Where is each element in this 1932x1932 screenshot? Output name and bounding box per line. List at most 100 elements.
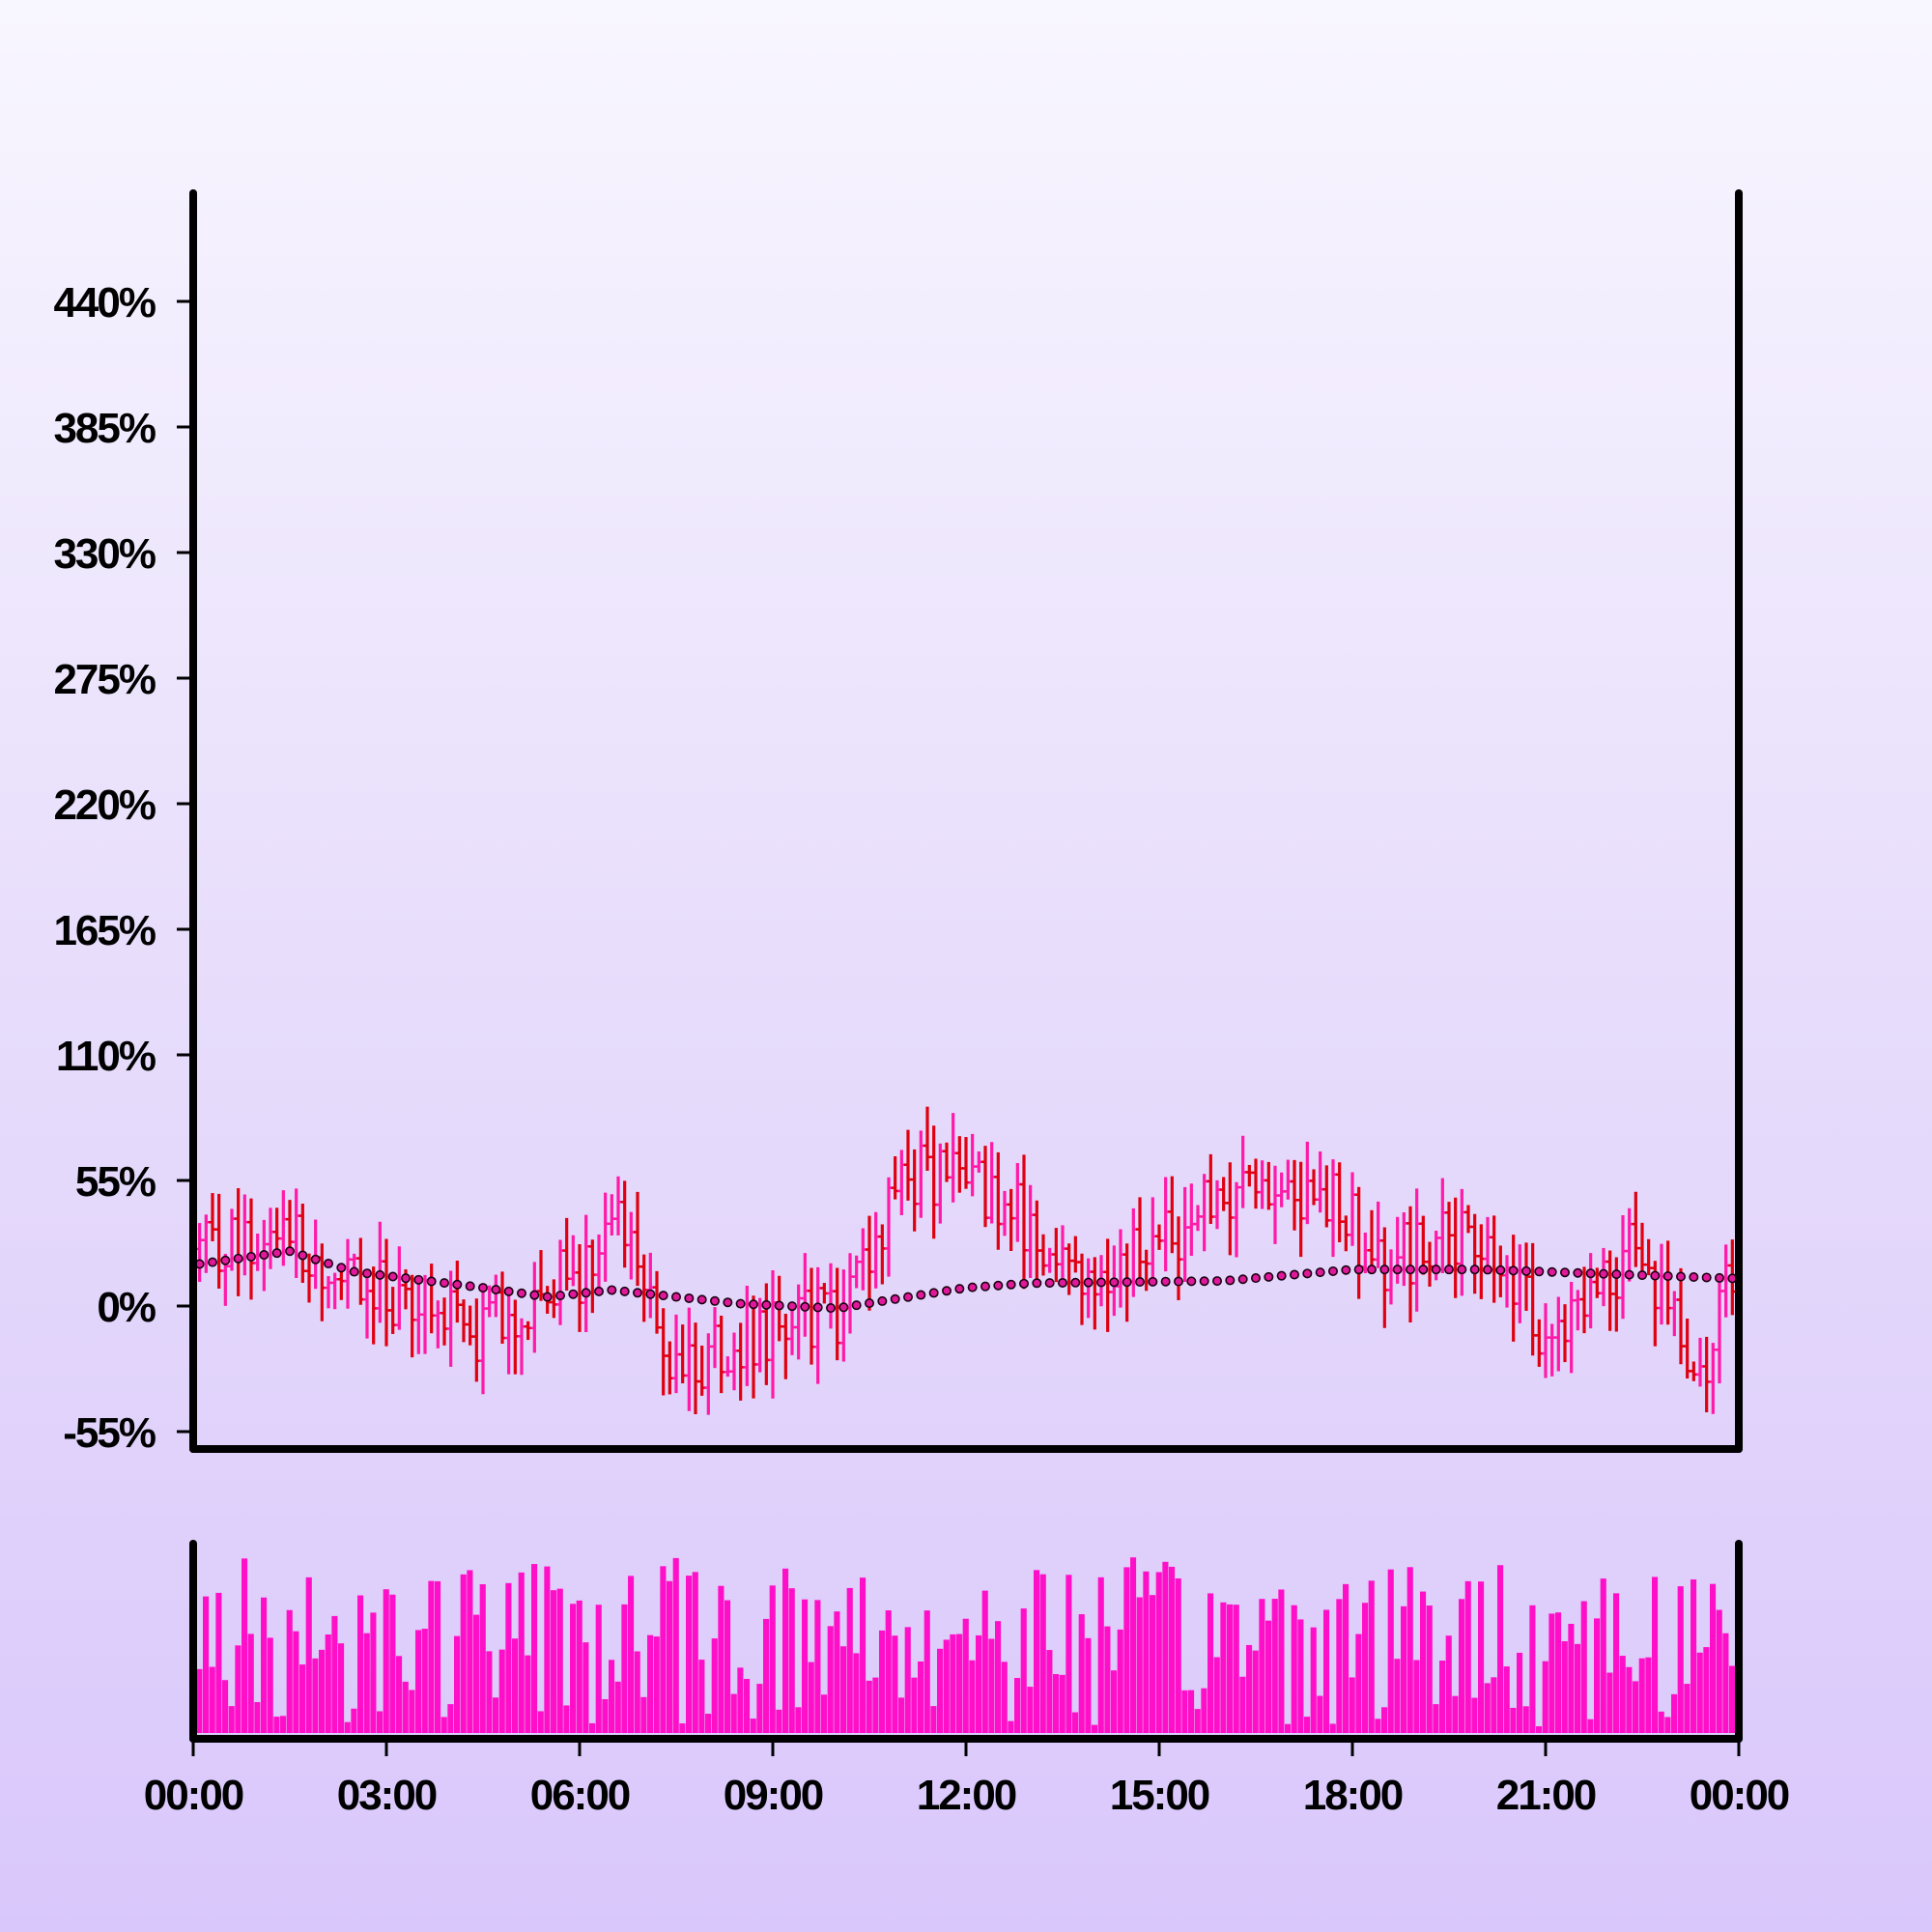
candle	[388, 1287, 397, 1334]
volume-bar	[1150, 1595, 1156, 1733]
moving-average-point	[1469, 1264, 1480, 1275]
candle	[1716, 1277, 1723, 1384]
moving-average-point	[1290, 1269, 1300, 1280]
candle	[1528, 1242, 1537, 1356]
moving-average-point	[1251, 1273, 1262, 1284]
candle	[1020, 1154, 1028, 1290]
volume-bar	[1690, 1579, 1697, 1733]
y-tick-label: 330%	[53, 530, 155, 578]
moving-average-point	[220, 1255, 231, 1265]
volume-bar	[518, 1572, 525, 1733]
volume-bar	[1155, 1572, 1162, 1733]
moving-average-point	[645, 1289, 656, 1299]
moving-average-point	[477, 1283, 488, 1293]
volume-bar	[563, 1705, 570, 1733]
volume-bar	[1722, 1633, 1729, 1733]
moving-average-point	[1457, 1264, 1467, 1275]
moving-average-point	[735, 1298, 746, 1309]
volume-bar	[370, 1612, 377, 1733]
candle	[1296, 1161, 1305, 1258]
volume-bar	[1452, 1695, 1459, 1733]
volume-bar	[1652, 1577, 1659, 1733]
moving-average-point	[246, 1251, 257, 1262]
candle	[1426, 1241, 1434, 1287]
volume-bar	[1555, 1612, 1562, 1733]
moving-average-point	[1237, 1274, 1248, 1285]
candle	[1438, 1178, 1447, 1273]
candle	[968, 1133, 977, 1197]
moving-average-point	[1148, 1276, 1158, 1287]
candle	[653, 1270, 661, 1334]
volume-bar	[1426, 1605, 1433, 1733]
y-tick-label: 440%	[53, 279, 155, 327]
moving-average-point	[607, 1285, 617, 1295]
volume-bar	[247, 1634, 254, 1733]
volume-bar	[711, 1638, 718, 1733]
candle	[1580, 1266, 1588, 1334]
candle	[1245, 1164, 1254, 1187]
volume-bar	[1169, 1566, 1176, 1733]
volume-bar	[421, 1629, 428, 1733]
volume-bar	[1420, 1591, 1427, 1733]
volume-bar	[1213, 1657, 1220, 1733]
volume-bar	[357, 1595, 364, 1733]
candle	[949, 1113, 957, 1203]
volume-bar	[1729, 1665, 1736, 1733]
candle	[717, 1316, 725, 1394]
y-tick-label: 275%	[53, 656, 155, 703]
volume-bar	[776, 1709, 782, 1733]
volume-bar	[383, 1589, 389, 1733]
volume-bar	[1381, 1707, 1388, 1733]
volume-bar	[293, 1631, 299, 1733]
volume-bar	[299, 1664, 306, 1733]
candle	[885, 1177, 893, 1277]
volume-bar	[1491, 1677, 1497, 1733]
candle	[639, 1254, 648, 1322]
candle	[460, 1299, 468, 1343]
candle	[627, 1211, 636, 1280]
candle	[794, 1284, 803, 1360]
moving-average-point	[1315, 1267, 1325, 1278]
volume-bar	[860, 1577, 867, 1733]
volume-bar	[1336, 1599, 1343, 1733]
volume-bar	[273, 1717, 280, 1733]
candle	[1007, 1188, 1015, 1252]
y-tick-label: 55%	[75, 1158, 156, 1206]
candle	[724, 1356, 732, 1378]
volume-bar	[1053, 1674, 1060, 1733]
candle	[1567, 1281, 1576, 1374]
volume-bar	[1220, 1602, 1227, 1733]
volume-bar	[1085, 1637, 1092, 1733]
volume-bar	[389, 1594, 396, 1733]
moving-average-point	[1096, 1277, 1107, 1288]
volume-bar	[640, 1696, 647, 1733]
y-tick-label: 385%	[53, 405, 155, 452]
volume-bar	[609, 1660, 615, 1733]
candle	[1136, 1197, 1144, 1281]
candle	[808, 1267, 815, 1365]
moving-average-point	[1431, 1264, 1441, 1275]
candle	[1374, 1201, 1382, 1268]
volume-bar	[923, 1610, 930, 1733]
volume-bar	[995, 1621, 1002, 1733]
volume-bar	[943, 1639, 950, 1733]
volume-bar	[460, 1574, 467, 1733]
volume-bar	[1619, 1656, 1626, 1733]
candle	[1658, 1243, 1665, 1325]
moving-average-point	[503, 1286, 514, 1296]
candle	[1149, 1197, 1157, 1280]
volume-bar	[396, 1656, 403, 1733]
volume-bar	[1092, 1724, 1098, 1733]
volume-bar	[525, 1655, 531, 1733]
volume-bar	[1587, 1719, 1594, 1733]
candle	[1490, 1215, 1498, 1303]
volume-bar	[1117, 1629, 1123, 1733]
volume-bar	[930, 1706, 937, 1733]
moving-average-point	[323, 1259, 333, 1269]
volume-bar	[582, 1642, 589, 1733]
candle	[878, 1224, 887, 1285]
x-tick-label: 00:00	[144, 1772, 243, 1819]
moving-average-point	[1276, 1270, 1287, 1281]
candle	[421, 1274, 429, 1354]
moving-average-point	[1495, 1264, 1506, 1275]
